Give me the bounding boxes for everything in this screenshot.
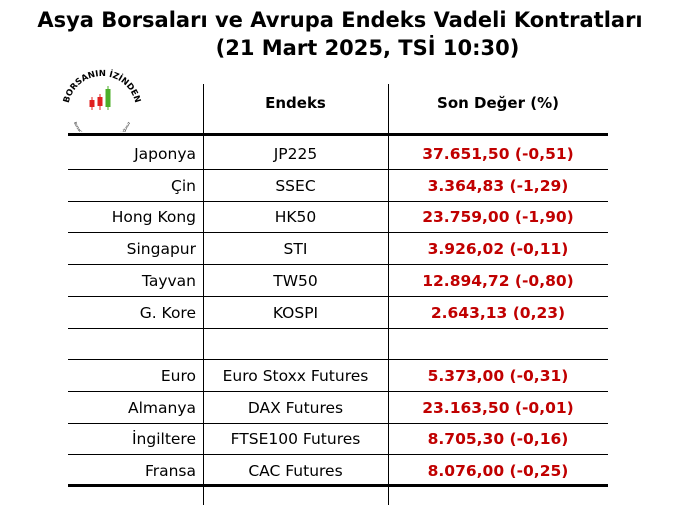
index-cell: JP225	[273, 145, 318, 163]
country-cell: Çin	[171, 176, 196, 195]
header-son-deger: Son Değer (%)	[437, 94, 559, 112]
table-row: Fransa CAC Futures 8.076,00 (-0,25)	[68, 455, 608, 486]
header-endeks: Endeks	[265, 94, 326, 112]
table-row: Hong Kong HK50 23.759,00 (-1,90)	[68, 201, 608, 234]
index-cell: STI	[283, 240, 308, 259]
country-cell: Fransa	[144, 462, 196, 480]
country-cell: Japonya	[134, 145, 196, 163]
candlestick-icon	[89, 86, 111, 110]
column-divider-1	[203, 84, 204, 505]
value-cell: 5.373,00 (-0,31)	[427, 366, 569, 385]
value-cell: 3.364,83 (-1,29)	[427, 176, 569, 195]
table-row: G. Kore KOSPI 2.643,13 (0,23)	[68, 297, 608, 329]
borsanin-izinden-logo: BORSANIN İZİNDEN Borsacı doğmak yolundak…	[62, 69, 142, 132]
header-rule	[68, 133, 608, 136]
table-row: Japonya JP225 37.651,50 (-0,51)	[68, 138, 608, 170]
value-cell: 3.926,02 (-0,11)	[427, 240, 569, 259]
country-cell: Almanya	[127, 398, 196, 417]
value-cell: 8.705,30 (-0,16)	[427, 430, 569, 449]
index-cell: FTSE100 Futures	[230, 430, 361, 449]
svg-text:Borsacı doğmak yolundaki yolcu: Borsacı doğmak yolundaki yolculuğunuz	[73, 121, 131, 132]
country-cell: Hong Kong	[111, 208, 196, 227]
table-row: Almanya DAX Futures 23.163,50 (-0,01)	[68, 392, 608, 424]
index-cell: KOSPI	[272, 303, 319, 322]
index-cell: CAC Futures	[248, 462, 343, 480]
country-cell: Singapur	[126, 240, 196, 259]
index-cell: SSEC	[275, 176, 316, 195]
title-line-2: (21 Mart 2025, TSİ 10:30)	[215, 36, 520, 60]
country-cell: İngiltere	[131, 430, 196, 449]
page-title: Asya Borsaları ve Avrupa Endeks Vadeli K…	[0, 6, 680, 62]
table-row: Euro Euro Stoxx Futures 5.373,00 (-0,31)	[68, 360, 608, 392]
index-cell: TW50	[273, 271, 318, 290]
table-row: Tayvan TW50 12.894,72 (-0,80)	[68, 265, 608, 297]
table-row: Çin SSEC 3.364,83 (-1,29)	[68, 170, 608, 202]
value-cell: 23.163,50 (-0,01)	[422, 398, 574, 417]
value-cell: 23.759,00 (-1,90)	[422, 208, 574, 227]
index-cell: Euro Stoxx Futures	[222, 366, 369, 385]
country-cell: Euro	[160, 366, 196, 385]
value-cell: 37.651,50 (-0,51)	[422, 145, 574, 163]
column-divider-2	[388, 84, 389, 505]
country-cell: G. Kore	[139, 303, 196, 322]
value-cell: 8.076,00 (-0,25)	[427, 462, 569, 480]
country-cell: Tayvan	[141, 271, 196, 290]
value-cell: 2.643,13 (0,23)	[430, 303, 566, 322]
value-cell: 12.894,72 (-0,80)	[422, 271, 574, 290]
table-row	[68, 328, 608, 361]
table-row: Singapur STI 3.926,02 (-0,11)	[68, 233, 608, 266]
footer-rule	[68, 484, 608, 487]
index-cell: HK50	[274, 208, 317, 227]
index-cell: DAX Futures	[247, 398, 344, 417]
title-line-1: Asya Borsaları ve Avrupa Endeks Vadeli K…	[37, 8, 643, 32]
table-row: İngiltere FTSE100 Futures 8.705,30 (-0,16)	[68, 423, 608, 456]
